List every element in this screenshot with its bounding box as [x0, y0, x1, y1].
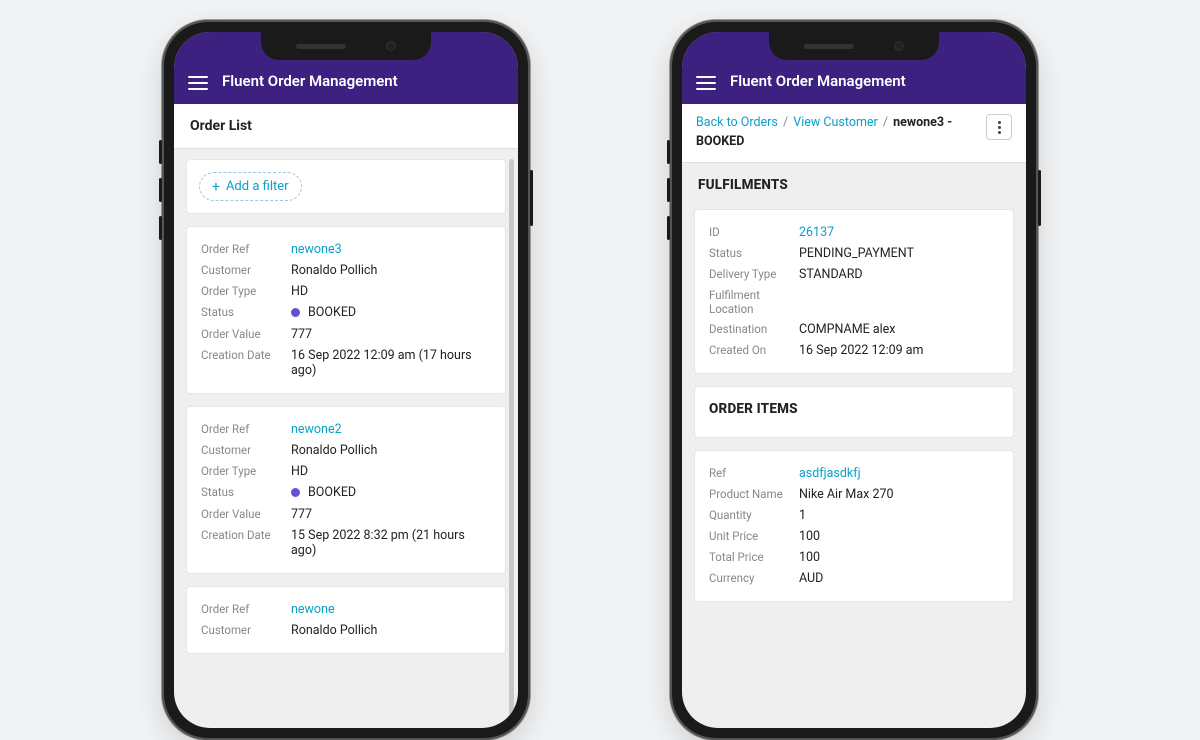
order-type: HD [291, 284, 491, 299]
status-text: BOOKED [308, 305, 356, 320]
fulfilment-delivery-type: STANDARD [799, 267, 999, 282]
fulfilment-id-link[interactable]: 26137 [799, 225, 999, 240]
order-items-title: ORDER ITEMS [709, 401, 999, 417]
label-created-on: Created On [709, 343, 799, 358]
fulfilments-title: FULFILMENTS [694, 173, 1014, 201]
item-ref-link[interactable]: asdfjasdkfj [799, 466, 999, 481]
add-filter-label: Add a filter [226, 179, 289, 194]
order-detail-content: FULFILMENTS ID26137 StatusPENDING_PAYMEN… [682, 163, 1026, 729]
status-dot-icon [291, 308, 300, 317]
item-currency: AUD [799, 571, 999, 586]
speaker-slot [296, 44, 346, 49]
order-item-card: Refasdfjasdkfj Product NameNike Air Max … [694, 450, 1014, 602]
phone-notch [261, 32, 431, 60]
order-card[interactable]: Order Refnewone CustomerRonaldo Pollich [186, 586, 506, 654]
item-unit-price: 100 [799, 529, 999, 544]
fulfilment-destination: COMPNAME alex [799, 322, 999, 337]
app-title: Fluent Order Management [222, 72, 398, 90]
plus-icon: + [212, 180, 220, 194]
scrollbar[interactable] [509, 159, 514, 715]
front-camera [386, 41, 396, 51]
label-unit-price: Unit Price [709, 529, 799, 544]
status-dot-icon [291, 488, 300, 497]
screen-left: Fluent Order Management Order List + Add… [174, 32, 518, 728]
label-id: ID [709, 225, 799, 240]
hamburger-menu-icon[interactable] [188, 76, 208, 90]
label-order-ref: Order Ref [201, 602, 291, 617]
add-filter-button[interactable]: + Add a filter [199, 172, 302, 201]
label-ref: Ref [709, 466, 799, 481]
label-total-price: Total Price [709, 550, 799, 565]
label-customer: Customer [201, 443, 291, 458]
label-order-type: Order Type [201, 284, 291, 299]
label-order-value: Order Value [201, 327, 291, 342]
label-creation-date: Creation Date [201, 348, 291, 378]
phone-right: Fluent Order Management Back to Orders /… [670, 20, 1038, 740]
order-items-section: ORDER ITEMS [694, 386, 1014, 438]
order-value: 777 [291, 507, 491, 522]
front-camera [894, 41, 904, 51]
label-order-type: Order Type [201, 464, 291, 479]
label-fulfilment-location: Fulfilment Location [709, 288, 799, 316]
fulfilment-card: ID26137 StatusPENDING_PAYMENT Delivery T… [694, 209, 1014, 374]
order-ref-link[interactable]: newone2 [291, 422, 491, 437]
label-status: Status [201, 305, 291, 321]
label-order-value: Order Value [201, 507, 291, 522]
label-delivery-type: Delivery Type [709, 267, 799, 282]
fulfilment-location [799, 288, 999, 316]
order-created: 15 Sep 2022 8:32 pm (21 hours ago) [291, 528, 491, 558]
breadcrumb-separator: / [881, 115, 890, 130]
hamburger-menu-icon[interactable] [696, 76, 716, 90]
order-created: 16 Sep 2022 12:09 am (17 hours ago) [291, 348, 491, 378]
breadcrumb-back-link[interactable]: Back to Orders [696, 115, 778, 130]
breadcrumb-view-customer-link[interactable]: View Customer [793, 115, 878, 130]
phone-left: Fluent Order Management Order List + Add… [162, 20, 530, 740]
order-value: 777 [291, 327, 491, 342]
order-customer: Ronaldo Pollich [291, 443, 491, 458]
order-card[interactable]: Order Refnewone2 CustomerRonaldo Pollich… [186, 406, 506, 574]
order-ref-link[interactable]: newone3 [291, 242, 491, 257]
speaker-slot [804, 44, 854, 49]
phone-notch [769, 32, 939, 60]
label-customer: Customer [201, 263, 291, 278]
label-order-ref: Order Ref [201, 422, 291, 437]
label-customer: Customer [201, 623, 291, 638]
order-customer: Ronaldo Pollich [291, 263, 491, 278]
stage: Fluent Order Management Order List + Add… [0, 0, 1200, 600]
order-type: HD [291, 464, 491, 479]
label-order-ref: Order Ref [201, 242, 291, 257]
order-ref-link[interactable]: newone [291, 602, 491, 617]
screen-right: Fluent Order Management Back to Orders /… [682, 32, 1026, 728]
app-title: Fluent Order Management [730, 72, 906, 90]
order-card[interactable]: Order Refnewone3 CustomerRonaldo Pollich… [186, 226, 506, 394]
more-actions-button[interactable] [986, 114, 1012, 140]
item-quantity: 1 [799, 508, 999, 523]
label-destination: Destination [709, 322, 799, 337]
order-customer: Ronaldo Pollich [291, 623, 491, 638]
breadcrumb-trail: Back to Orders / View Customer / newone3… [696, 114, 978, 152]
status-text: BOOKED [308, 485, 356, 500]
label-status: Status [201, 485, 291, 501]
fulfilment-created-on: 16 Sep 2022 12:09 am [799, 343, 999, 358]
label-quantity: Quantity [709, 508, 799, 523]
item-total-price: 100 [799, 550, 999, 565]
order-status: BOOKED [291, 305, 491, 321]
label-product-name: Product Name [709, 487, 799, 502]
breadcrumb-separator: / [781, 115, 790, 130]
order-status: BOOKED [291, 485, 491, 501]
breadcrumb-bar: Back to Orders / View Customer / newone3… [682, 104, 1026, 163]
fulfilment-status: PENDING_PAYMENT [799, 246, 999, 261]
page-title: Order List [174, 104, 518, 149]
label-currency: Currency [709, 571, 799, 586]
order-list-content: + Add a filter Order Refnewone3 Customer… [174, 149, 518, 725]
item-product-name: Nike Air Max 270 [799, 487, 999, 502]
filter-bar: + Add a filter [186, 159, 506, 214]
label-status: Status [709, 246, 799, 261]
label-creation-date: Creation Date [201, 528, 291, 558]
